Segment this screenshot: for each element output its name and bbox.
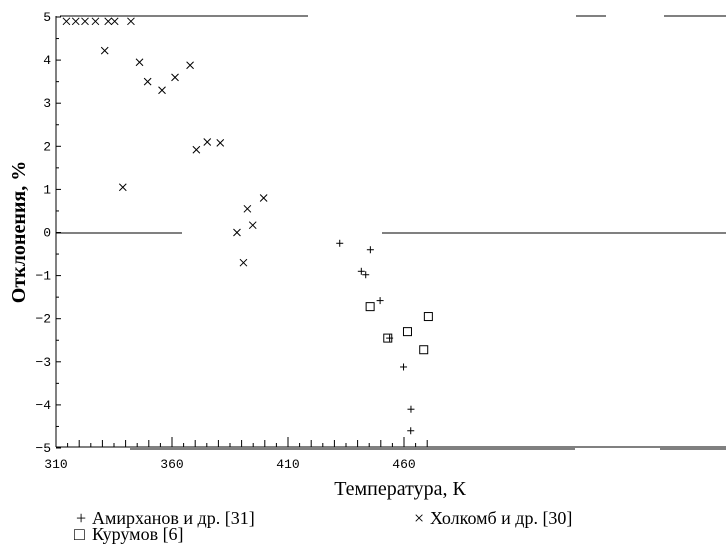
x-marker (71, 17, 80, 26)
plus-marker (407, 405, 415, 413)
x-marker-stroke (186, 61, 194, 70)
plus-marker (366, 246, 374, 254)
x-marker-stroke (110, 17, 119, 26)
x-marker (186, 61, 194, 70)
x-marker (259, 194, 268, 202)
plus-marker (362, 271, 370, 279)
y-tick-label: 1 (43, 182, 51, 197)
legend-item-amirkhanov: + Амирханов и др. [31] (76, 508, 255, 528)
x-marker-stroke (233, 228, 241, 237)
x-marker-stroke (203, 138, 212, 146)
x-marker (158, 86, 166, 95)
x-marker (216, 138, 225, 147)
x-marker-stroke (143, 77, 152, 86)
x-marker-stroke (171, 73, 179, 82)
x-tick-label: 410 (276, 457, 299, 472)
x-marker-stroke (62, 17, 71, 26)
y-tick-label: −5 (35, 441, 51, 456)
x-marker-stroke (239, 258, 248, 267)
plus-marker (357, 267, 365, 275)
x-tick-label: 460 (392, 457, 415, 472)
x-marker-stroke (91, 17, 100, 26)
x-marker-stroke (118, 183, 127, 192)
y-tick-label: 2 (43, 139, 51, 154)
legend-symbol-x: × (414, 508, 424, 528)
legend-item-holcomb: × Холкомб и др. [30] (414, 508, 572, 528)
x-marker (62, 17, 71, 26)
x-marker (127, 17, 135, 26)
legend-label-holcomb: Холкомб и др. [30] (430, 508, 572, 528)
x-tick-label: 360 (160, 457, 183, 472)
x-marker (118, 183, 127, 192)
x-marker (100, 46, 109, 55)
x-marker (135, 58, 144, 67)
x-marker (239, 258, 248, 267)
x-marker (203, 138, 212, 146)
x-marker (171, 73, 179, 82)
x-marker-stroke (192, 145, 201, 154)
x-tick-label: 310 (44, 457, 67, 472)
x-marker-stroke (71, 17, 80, 26)
y-tick-label: 5 (43, 10, 51, 25)
square-marker (402, 327, 412, 337)
x-marker-stroke (135, 58, 144, 67)
x-marker (243, 204, 252, 213)
x-axis-label: Температура, К (334, 478, 466, 500)
y-tick-label: −3 (35, 355, 51, 370)
x-marker-stroke (216, 138, 225, 147)
x-marker (143, 77, 152, 86)
square-marker (365, 302, 375, 312)
legend-label-amirkhanov: Амирханов и др. [31] (92, 508, 255, 528)
legend-item-kurumov: □ Курумов [6] (74, 524, 184, 544)
x-marker (233, 228, 241, 237)
square-marker (419, 345, 429, 355)
x-marker-stroke (127, 17, 135, 26)
y-tick-label: 4 (43, 53, 51, 68)
y-tick-label: 3 (43, 96, 51, 111)
legend-symbol-plus: + (76, 508, 86, 528)
plus-marker (336, 239, 344, 247)
x-marker-stroke (248, 221, 257, 230)
x-marker (110, 17, 119, 26)
x-marker (248, 221, 257, 230)
x-marker-stroke (243, 204, 252, 213)
plus-marker (400, 363, 408, 371)
plus-marker (407, 427, 415, 435)
plus-marker (376, 297, 384, 305)
x-marker (91, 17, 100, 26)
data-points (62, 17, 433, 435)
y-axis-label: Отклонения, % (8, 161, 30, 303)
x-marker-stroke (259, 194, 268, 202)
legend-symbol-square: □ (74, 524, 85, 544)
x-marker (104, 17, 113, 26)
x-marker (81, 17, 89, 26)
x-marker (192, 145, 201, 154)
x-marker-stroke (100, 46, 109, 55)
legend-label-kurumov: Курумов [6] (92, 524, 184, 544)
x-marker-stroke (81, 17, 89, 26)
x-marker-stroke (104, 17, 113, 26)
y-tick-label: −2 (35, 312, 51, 327)
y-tick-label: 0 (43, 226, 51, 241)
y-tick-label: −1 (35, 269, 51, 284)
plot-frame (55, 15, 726, 450)
y-tick-label: −4 (35, 398, 51, 413)
square-marker (423, 312, 433, 322)
square-marker (383, 333, 393, 343)
legend: + Амирханов и др. [31] × Холкомб и др. [… (74, 508, 572, 544)
x-marker-stroke (158, 86, 166, 95)
tick-marks (55, 16, 428, 449)
